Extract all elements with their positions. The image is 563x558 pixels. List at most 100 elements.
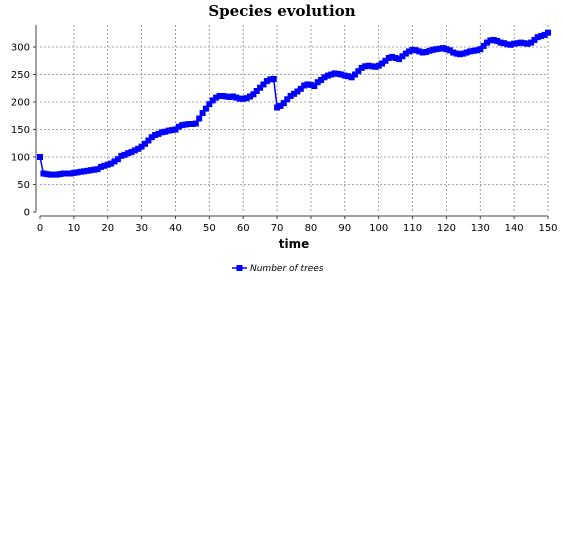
data-point [206,101,213,108]
data-point [352,71,358,78]
data-point [47,171,54,178]
data-point [338,71,345,78]
data-point [504,41,511,48]
x-tick-label: 30 [135,223,148,234]
data-point [419,49,426,56]
x-tick-label: 120 [437,223,456,234]
series-layer [37,29,551,178]
data-point [460,50,467,57]
data-point [94,166,101,173]
y-tick-label: 0 [24,208,30,219]
data-point [57,171,64,178]
data-point [50,171,57,178]
data-point [219,93,226,99]
data-point [145,137,152,144]
data-point [429,46,436,53]
data-point [440,45,446,52]
data-point [365,62,372,69]
data-point [91,166,98,173]
data-point [301,82,308,89]
data-point [263,78,270,85]
data-point [182,121,189,128]
data-point [131,147,138,154]
data-point [236,95,243,102]
data-point [345,73,352,80]
data-point [138,143,145,150]
data-point [416,48,423,55]
data-point [111,158,118,165]
data-point [152,132,159,138]
data-point [118,152,125,159]
data-point [257,84,264,91]
data-point [216,93,223,99]
data-point [192,120,199,127]
data-point [98,163,104,170]
data-point [60,170,67,177]
data-point [324,72,331,79]
data-point [385,55,392,61]
data-point [226,94,233,100]
data-point [389,53,396,60]
data-point [179,122,186,129]
data-point [37,154,43,160]
x-tick-label: 150 [538,223,557,234]
legend-marker-swatch [236,265,243,271]
x-tick-label: 80 [305,223,318,234]
data-point [514,40,521,47]
data-point [304,81,311,88]
data-point [280,100,287,107]
data-point [240,95,247,102]
data-point [230,93,236,100]
data-point [517,39,524,46]
data-point [538,33,545,39]
x-tick-label: 140 [505,223,524,234]
data-point [121,151,128,158]
data-point [528,39,535,46]
data-point [274,104,281,111]
data-point [446,47,453,54]
y-tick-label: 100 [11,153,30,164]
data-point [297,85,304,92]
legend: Number of trees [232,264,324,274]
data-point [477,46,484,53]
data-point [399,53,406,60]
data-point [104,161,111,168]
y-tick-label: 150 [11,125,30,136]
data-point [443,46,450,53]
data-point [396,56,402,63]
data-point [270,75,277,82]
x-tick-label: 60 [237,223,250,234]
data-point [406,48,413,55]
data-point [423,49,430,55]
data-point [484,39,490,46]
x-tick-label: 10 [67,223,80,234]
data-point [108,160,115,167]
data-point [209,97,216,104]
data-point [511,40,518,47]
data-point [453,50,460,57]
x-tick-label: 0 [37,223,43,234]
data-point [456,51,463,58]
data-point [507,41,514,48]
grid-lines [40,25,549,212]
data-point [165,127,172,134]
data-point [142,140,148,147]
data-point [70,169,77,176]
data-point [158,129,165,136]
data-point [267,76,274,83]
data-point [77,168,84,175]
data-point [260,81,267,88]
data-point [81,168,87,175]
y-tick-label: 300 [11,43,30,54]
x-tick-label: 50 [203,223,216,234]
data-point [412,47,419,54]
data-point [409,46,416,53]
data-point [521,40,528,47]
data-point [277,102,284,109]
data-point [169,127,176,134]
data-point [314,79,321,86]
data-point [196,115,203,122]
x-tick-label: 110 [403,223,422,234]
data-point [341,72,348,79]
data-point [172,126,179,133]
